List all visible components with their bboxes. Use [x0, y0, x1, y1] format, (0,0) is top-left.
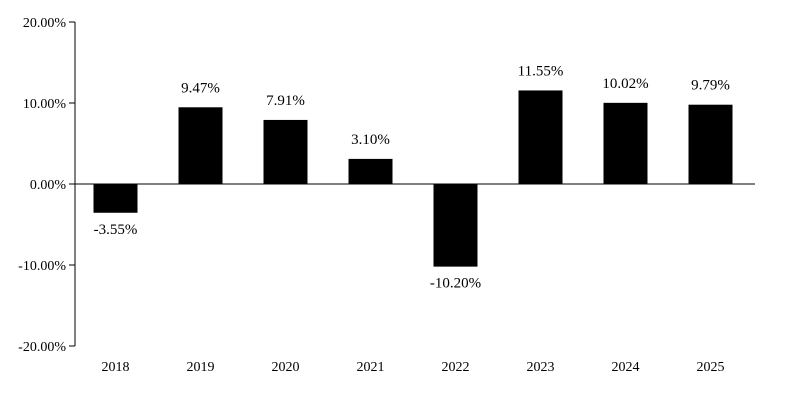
y-tick-label: 10.00%: [23, 97, 67, 112]
bar-2019: [178, 107, 223, 184]
data-label-2025: 9.79%: [691, 78, 730, 94]
bar-2023: [518, 90, 563, 184]
x-tick-label-2025: 2025: [697, 360, 725, 375]
data-label-2022: -10.20%: [430, 276, 481, 292]
bar-2020: [263, 119, 308, 184]
x-tick-label-2018: 2018: [102, 360, 130, 375]
y-tick-label: -20.00%: [18, 340, 66, 355]
bar-2021: [348, 158, 393, 184]
x-tick-label-2023: 2023: [527, 360, 555, 375]
data-label-2019: 9.47%: [181, 80, 220, 96]
data-labels: -3.55% 9.47% 7.91% 3.10% -10.20% 11.55% 10.02%…: [94, 63, 730, 291]
bar-2022: [433, 184, 478, 267]
x-tick-label-2020: 2020: [272, 360, 300, 375]
x-tick-label-2021: 2021: [357, 360, 385, 375]
data-label-2021: 3.10%: [351, 132, 390, 148]
bar-2024: [603, 102, 648, 184]
x-tick-label-2024: 2024: [612, 360, 640, 375]
y-tick-label: -10.00%: [18, 259, 66, 274]
data-label-2023: 11.55%: [518, 63, 564, 79]
x-tick-label-2022: 2022: [442, 360, 470, 375]
data-label-2020: 7.91%: [266, 93, 305, 109]
bar-2025: [688, 104, 733, 184]
y-tick-label: 0.00%: [30, 178, 67, 193]
x-tick-label-2019: 2019: [187, 360, 215, 375]
y-axis: -20.00% -10.00% 0.00% 10.00% 20.00%: [18, 16, 76, 355]
data-label-2024: 10.02%: [602, 76, 648, 92]
bars: [93, 90, 733, 267]
bar-2018: [93, 184, 138, 213]
y-tick-label: 20.00%: [23, 16, 67, 31]
x-axis: 2018 2019 2020 2021 2022 2023 2024 2025: [75, 183, 755, 375]
data-label-2018: -3.55%: [94, 222, 138, 238]
